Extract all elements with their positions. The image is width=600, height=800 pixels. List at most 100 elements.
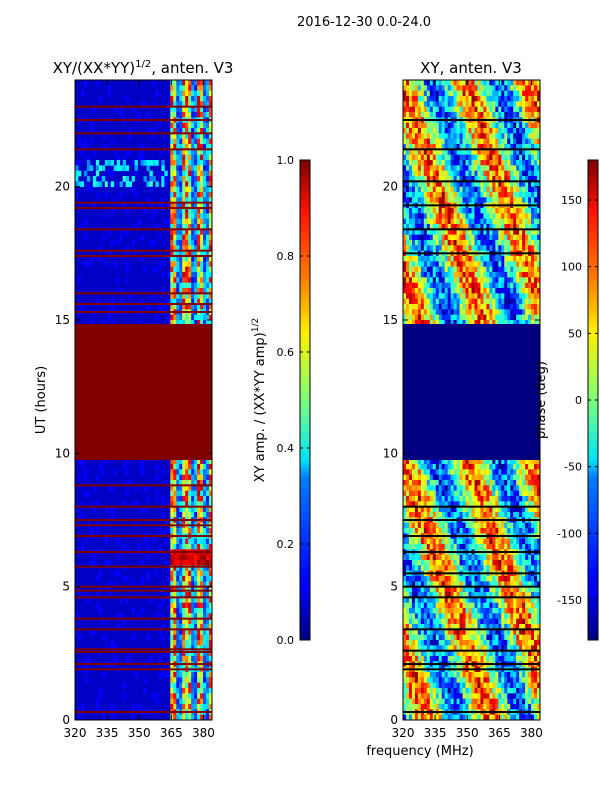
heatmap-cell	[128, 133, 132, 140]
heatmap-cell	[152, 80, 156, 86]
heatmap-cell	[209, 218, 212, 225]
heatmap-cell	[77, 181, 82, 188]
heatmap-cell	[477, 293, 481, 300]
heatmap-cell	[203, 469, 207, 476]
heatmap-cell	[191, 629, 195, 636]
heatmap-cell	[513, 282, 517, 289]
heatmap-cell	[501, 144, 505, 150]
heatmap-cell	[176, 464, 180, 470]
heatmap-cell	[185, 282, 189, 289]
heatmap-cell	[456, 288, 460, 294]
heatmap-cell	[453, 192, 458, 198]
heatmap-cell	[426, 96, 431, 102]
heatmap-cell	[510, 128, 514, 134]
heatmap-cell	[403, 197, 407, 204]
heatmap-cell	[403, 144, 407, 150]
heatmap-cell	[489, 480, 493, 486]
heatmap-cell	[411, 234, 416, 241]
heatmap-cell	[200, 101, 204, 108]
heatmap-cell	[465, 160, 469, 166]
heatmap-cell	[495, 133, 499, 140]
heatmap-cell	[534, 293, 538, 300]
heatmap-cell	[510, 96, 514, 102]
heatmap-cell	[188, 608, 192, 614]
heatmap-cell	[435, 170, 440, 177]
heatmap-cell	[483, 261, 487, 268]
heatmap-cell	[173, 128, 177, 134]
heatmap-cell	[477, 240, 481, 246]
heatmap-cell	[447, 240, 452, 246]
heatmap-cell	[200, 256, 204, 262]
heatmap-cell	[513, 106, 517, 113]
heatmap-cell	[420, 144, 425, 150]
heatmap-cell	[191, 138, 195, 145]
heatmap-cell	[522, 266, 526, 273]
heatmap-cell	[453, 240, 458, 246]
heatmap-cell	[203, 560, 207, 566]
heatmap-cell	[131, 240, 135, 246]
heatmap-cell	[489, 154, 493, 161]
heatmap-cell	[200, 469, 204, 476]
heatmap-cell	[155, 698, 159, 705]
heatmap-cell	[176, 202, 180, 209]
heatmap-cell	[528, 144, 532, 150]
heatmap-cell	[441, 474, 446, 481]
heatmap-cell	[176, 624, 180, 630]
heatmap-cell	[191, 688, 195, 694]
heatmap-cell	[450, 176, 455, 182]
heatmap-cell	[182, 485, 186, 492]
heatmap-cell	[459, 160, 463, 166]
heatmap-cell	[83, 474, 88, 481]
heatmap-cell	[414, 256, 419, 262]
heatmap-cell	[516, 234, 520, 241]
heatmap-cell	[465, 469, 469, 476]
heatmap-cell	[104, 586, 109, 593]
heatmap-cell	[182, 197, 186, 204]
heatmap-cell	[426, 501, 431, 508]
heatmap-cell	[206, 133, 210, 140]
heatmap-cell	[155, 314, 159, 321]
flagged-line	[75, 596, 212, 599]
heatmap-cell	[188, 469, 192, 476]
heatmap-cell	[191, 298, 195, 305]
heatmap-cell	[435, 320, 440, 326]
heatmap-cell	[405, 192, 410, 198]
heatmap-cell	[95, 528, 100, 534]
heatmap-cell	[405, 485, 410, 492]
heatmap-cell	[411, 266, 416, 273]
heatmap-cell	[474, 96, 478, 102]
heatmap-cell	[405, 309, 410, 316]
heatmap-cell	[537, 128, 540, 134]
heatmap-cell	[209, 181, 212, 188]
heatmap-cell	[504, 213, 508, 220]
heatmap-cell	[453, 293, 458, 300]
heatmap-cell	[438, 309, 443, 316]
heatmap-cell	[471, 176, 475, 182]
heatmap-cell	[188, 298, 192, 305]
heatmap-cell	[158, 602, 162, 609]
heatmap-cell	[176, 506, 180, 513]
heatmap-cell	[516, 298, 520, 305]
heatmap-cell	[417, 234, 422, 241]
heatmap-cell	[411, 522, 416, 529]
heatmap-cell	[194, 704, 198, 710]
heatmap-cell	[170, 576, 174, 582]
heatmap-cell	[441, 309, 446, 316]
heatmap-cell	[417, 501, 422, 508]
heatmap-cell	[453, 224, 458, 230]
heatmap-cell	[522, 554, 526, 561]
heatmap-cell	[522, 304, 526, 310]
heatmap-cell	[453, 154, 458, 161]
heatmap-cell	[489, 469, 493, 476]
heatmap-cell	[188, 144, 192, 150]
heatmap-cell	[513, 293, 517, 300]
heatmap-cell	[516, 266, 520, 273]
heatmap-cell	[176, 480, 180, 486]
heatmap-cell	[468, 469, 472, 476]
heatmap-cell	[438, 85, 443, 92]
heatmap-cell	[501, 538, 505, 545]
heatmap-cell	[191, 565, 195, 572]
heatmap-cell	[209, 480, 212, 486]
heatmap-cell	[80, 544, 85, 550]
heatmap-cell	[465, 277, 469, 284]
